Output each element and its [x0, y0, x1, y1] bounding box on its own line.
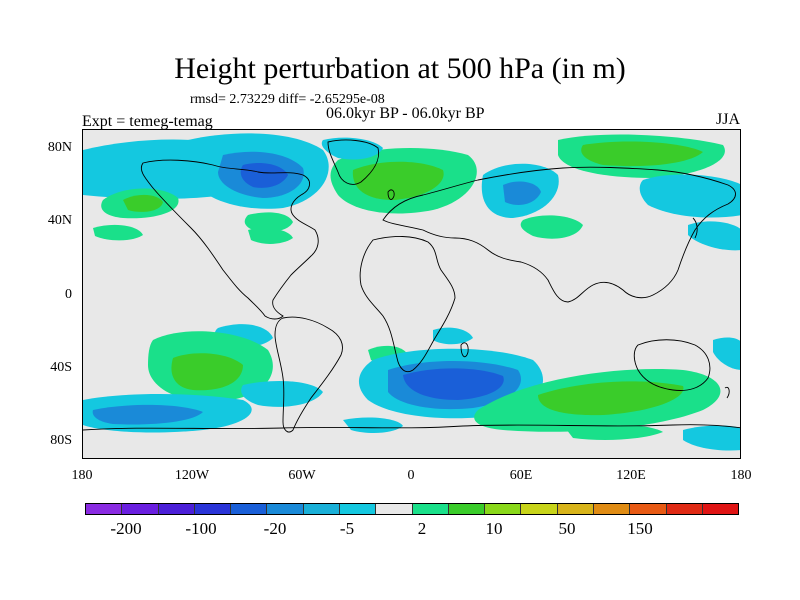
period-text: 06.0kyr BP - 06.0kyr BP	[326, 105, 485, 122]
coast-north-america	[140, 159, 319, 320]
colorbar-box	[267, 504, 304, 514]
x-tick-label: 0	[407, 468, 415, 483]
field-ne-atlantic-pos-small	[248, 228, 293, 244]
colorbar-label: -100	[185, 519, 217, 538]
x-tick-label: 180	[730, 468, 752, 483]
field-wpac-neg-small	[688, 221, 740, 251]
colorbar-box	[231, 504, 268, 514]
season-label: JJA	[716, 111, 741, 128]
field-atlantic-pos-core	[352, 161, 444, 200]
colorbar-label: 50	[558, 519, 576, 538]
y-tick-label: 80N	[47, 140, 72, 155]
field-s-atlantic-neg-core	[403, 368, 504, 400]
y-tick-label: 40N	[47, 213, 72, 228]
colorbar-box	[194, 504, 232, 514]
colorbar-box	[702, 504, 739, 514]
coast-uk	[387, 189, 395, 200]
field-weddell-neg	[343, 417, 403, 434]
field-s-indian-pos-core	[538, 381, 684, 416]
experiment-label: Expt = temeg-temag	[82, 113, 213, 130]
field-s-australia-pos-tail	[563, 422, 663, 440]
colorbar-box	[485, 504, 522, 514]
field-indian-ocean-neg-small	[433, 327, 473, 345]
map-svg	[83, 133, 740, 451]
field-n-pacific-pos-small	[93, 224, 143, 241]
plot-title: Height perturbation at 500 hPa (in m)	[174, 52, 626, 85]
colorbar-box	[303, 504, 340, 514]
colorbar	[85, 503, 739, 515]
x-tick-label: 120W	[174, 468, 210, 483]
colorbar-box	[557, 504, 594, 514]
field-canada-pos-small	[244, 212, 293, 232]
coast-japan	[692, 217, 698, 239]
colorbar-box	[521, 504, 558, 514]
field-s-pacific-pos-core	[171, 353, 243, 391]
colorbar-label: 10	[485, 519, 503, 538]
y-tick-label: 80S	[50, 433, 72, 448]
coast-australia	[633, 339, 711, 391]
colorbar-box	[666, 504, 703, 514]
colorbar-label: -5	[339, 519, 355, 538]
coast-africa	[359, 236, 456, 373]
x-tick-label: 180	[71, 468, 93, 483]
colorbar-box	[122, 504, 159, 514]
x-tick-label: 60E	[509, 468, 533, 483]
x-tick-label: 60W	[288, 468, 316, 483]
coast-greenland	[327, 139, 380, 185]
coast-antarctica	[83, 424, 740, 431]
colorbar-box	[86, 504, 123, 514]
y-tick-label: 0	[65, 287, 72, 302]
coast-eurasia	[382, 166, 736, 303]
field-se-pacific-neg	[713, 337, 740, 370]
colorbar-box	[412, 504, 449, 514]
field-arctic-canada-center	[240, 163, 288, 188]
coastlines	[83, 139, 740, 433]
stats-text: rmsd= 2.73229 diff= -2.65295e-08	[190, 92, 385, 107]
field-ross-neg	[683, 425, 740, 451]
field-s-pacific-neg-core	[92, 404, 203, 425]
field-alaska-pos-core	[123, 194, 163, 212]
field-siberia-pos-core	[581, 141, 703, 167]
colorbar-label: 2	[417, 519, 427, 538]
colorbar-label: 150	[627, 519, 653, 538]
map-panel	[82, 129, 741, 459]
field-asia-pos	[520, 215, 583, 239]
colorbar-label: -20	[263, 519, 287, 538]
colorbar-box	[339, 504, 377, 514]
coast-madagascar	[460, 342, 469, 358]
field-europe-neg-core	[503, 181, 541, 205]
x-tick-label: 120E	[616, 468, 646, 483]
coast-south-america	[274, 316, 343, 433]
field-nwpacific-neg	[639, 174, 740, 218]
colorbar-label: -200	[110, 519, 142, 538]
colorbar-box	[630, 504, 667, 514]
field-s-america-neg	[241, 380, 323, 407]
y-tick-label: 40S	[50, 360, 72, 375]
coast-new-zealand	[724, 386, 730, 399]
anomaly-fields	[83, 133, 740, 451]
colorbar-box	[376, 504, 413, 514]
colorbar-box	[448, 504, 486, 514]
colorbar-box	[158, 504, 195, 514]
colorbar-box	[593, 504, 631, 514]
